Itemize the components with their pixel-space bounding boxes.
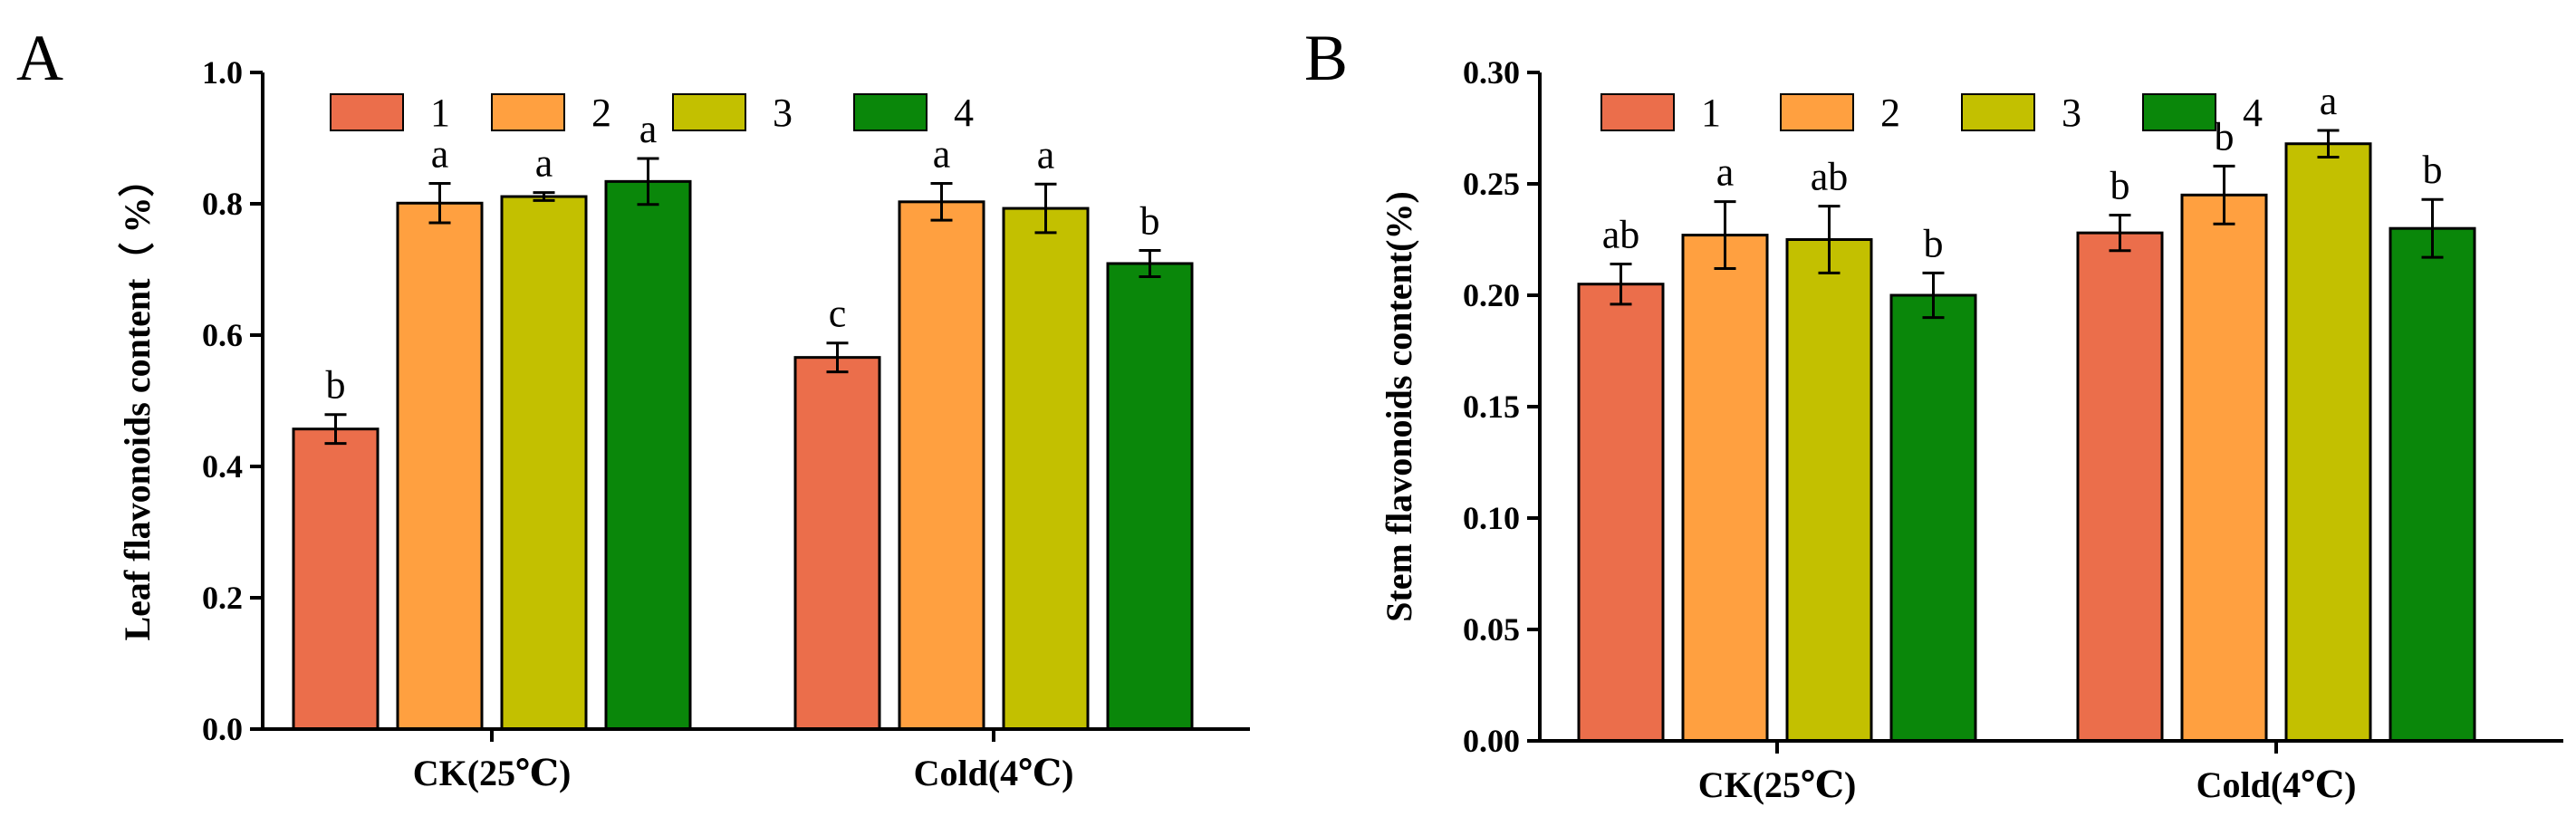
significance-letter: b <box>2215 114 2235 158</box>
panel-a-letter: A <box>16 22 63 94</box>
x-category-label: Cold(4℃) <box>2196 764 2357 805</box>
error-bar-series-2-group-2 <box>2213 164 2235 226</box>
significance-letter: a <box>535 141 553 186</box>
error-bar-series-2-group-1 <box>1714 200 1736 270</box>
error-bar-series-3-group-2 <box>2317 129 2340 158</box>
error-bar-series-3-group-1 <box>1818 205 1841 274</box>
bar-series-1-group-2 <box>2076 231 2164 743</box>
error-bar-series-1-group-1 <box>324 413 347 446</box>
bar-series-1-group-1 <box>292 427 380 731</box>
legend-label-3: 3 <box>773 91 793 135</box>
bar-series-2-group-1 <box>1681 234 1769 743</box>
legend-swatch-4 <box>853 93 928 131</box>
legend-swatch-2 <box>1780 93 1854 131</box>
legend-swatch-1 <box>1600 93 1675 131</box>
error-bar-series-4-group-2 <box>2421 197 2444 259</box>
significance-letter: a <box>639 107 658 151</box>
y-tick-label: 0.15 <box>1463 389 1520 425</box>
bar-series-3-group-1 <box>1785 238 1873 743</box>
legend-label-4: 4 <box>2243 91 2263 135</box>
significance-letter: b <box>1140 198 1160 243</box>
bar-series-1-group-1 <box>1577 283 1665 743</box>
legend-swatch-2 <box>491 93 565 131</box>
y-tick-label: 0.05 <box>1463 611 1520 648</box>
significance-letter: b <box>1924 221 1944 265</box>
significance-letter: a <box>933 132 951 177</box>
legend-swatch-3 <box>672 93 746 131</box>
error-bar-series-1-group-2 <box>826 341 849 374</box>
legend-label-4: 4 <box>954 91 974 135</box>
bar-series-2-group-2 <box>2180 193 2268 743</box>
significance-letter: b <box>2423 148 2443 192</box>
bar-series-2-group-2 <box>898 200 985 731</box>
error-bar-series-4-group-1 <box>637 157 659 206</box>
x-category-label: Cold(4℃) <box>914 753 1074 793</box>
significance-letter: a <box>431 132 449 177</box>
legend-label-2: 2 <box>591 91 611 135</box>
panel-b-chart: B abbabababb0.000.050.100.150.200.250.30… <box>1304 22 2563 805</box>
bar-series-4-group-2 <box>1106 262 1194 731</box>
y-tick-label: 0.25 <box>1463 166 1520 202</box>
significance-letter: a <box>1716 150 1735 195</box>
y-tick-label: 0.6 <box>202 317 243 353</box>
x-category-label: CK(25℃) <box>413 753 572 793</box>
y-tick-label: 0.30 <box>1463 54 1520 91</box>
bar-series-2-group-1 <box>396 201 484 731</box>
y-tick-label: 1.0 <box>202 54 243 91</box>
bar-series-3-group-1 <box>500 195 588 731</box>
legend-label-1: 1 <box>430 91 450 135</box>
significance-letter: ab <box>1811 155 1849 199</box>
y-tick-label: 0.4 <box>202 448 243 485</box>
bar-series-4-group-1 <box>604 179 692 731</box>
error-bar-series-2-group-1 <box>428 182 451 225</box>
error-bar-series-3-group-2 <box>1034 182 1057 235</box>
error-bar-series-4-group-2 <box>1139 248 1161 278</box>
y-tick-label: 0.0 <box>202 711 243 747</box>
significance-letter: c <box>829 292 847 336</box>
error-bar-series-1-group-2 <box>2109 213 2131 253</box>
y-tick-label: 0.2 <box>202 580 243 616</box>
x-category-label: CK(25℃) <box>1698 764 1857 805</box>
bar-series-1-group-2 <box>793 356 881 731</box>
significance-letter: a <box>2320 79 2338 123</box>
error-bar-series-1-group-1 <box>1610 263 1632 306</box>
y-axis-title: Leaf flavonoids content（ %） <box>117 161 158 641</box>
legend-label-1: 1 <box>1701 91 1721 135</box>
bar-series-4-group-2 <box>2389 226 2476 743</box>
error-bar-series-3-group-1 <box>533 191 555 202</box>
significance-letter: b <box>2110 163 2130 207</box>
significance-letter: a <box>1037 132 1055 177</box>
error-bar-series-4-group-1 <box>1922 271 1945 320</box>
bar-series-3-group-2 <box>1002 206 1090 731</box>
y-tick-label: 0.8 <box>202 186 243 222</box>
bar-series-3-group-2 <box>2284 142 2372 743</box>
significance-letter: b <box>326 363 346 408</box>
y-tick-label: 0.00 <box>1463 723 1520 759</box>
legend-swatch-3 <box>1961 93 2035 131</box>
panel-a-chart: A b c a a a a a b 0.0 0.2 0.4 0.6 0.8 1.0 CK(25℃) Cold(… <box>16 22 1250 793</box>
legend-swatch-1 <box>330 93 404 131</box>
legend-swatch-4 <box>2142 93 2216 131</box>
panel-b-letter: B <box>1304 22 1348 94</box>
y-tick-label: 0.10 <box>1463 500 1520 536</box>
y-tick-label: 0.20 <box>1463 277 1520 313</box>
legend-label-3: 3 <box>2062 91 2081 135</box>
y-axis-title: Stem flavonoids content(%) <box>1379 191 1419 622</box>
legend-label-2: 2 <box>1880 91 1900 135</box>
bar-series-4-group-1 <box>1889 293 1977 743</box>
significance-letter: ab <box>1602 213 1640 257</box>
error-bar-series-2-group-2 <box>930 182 953 222</box>
